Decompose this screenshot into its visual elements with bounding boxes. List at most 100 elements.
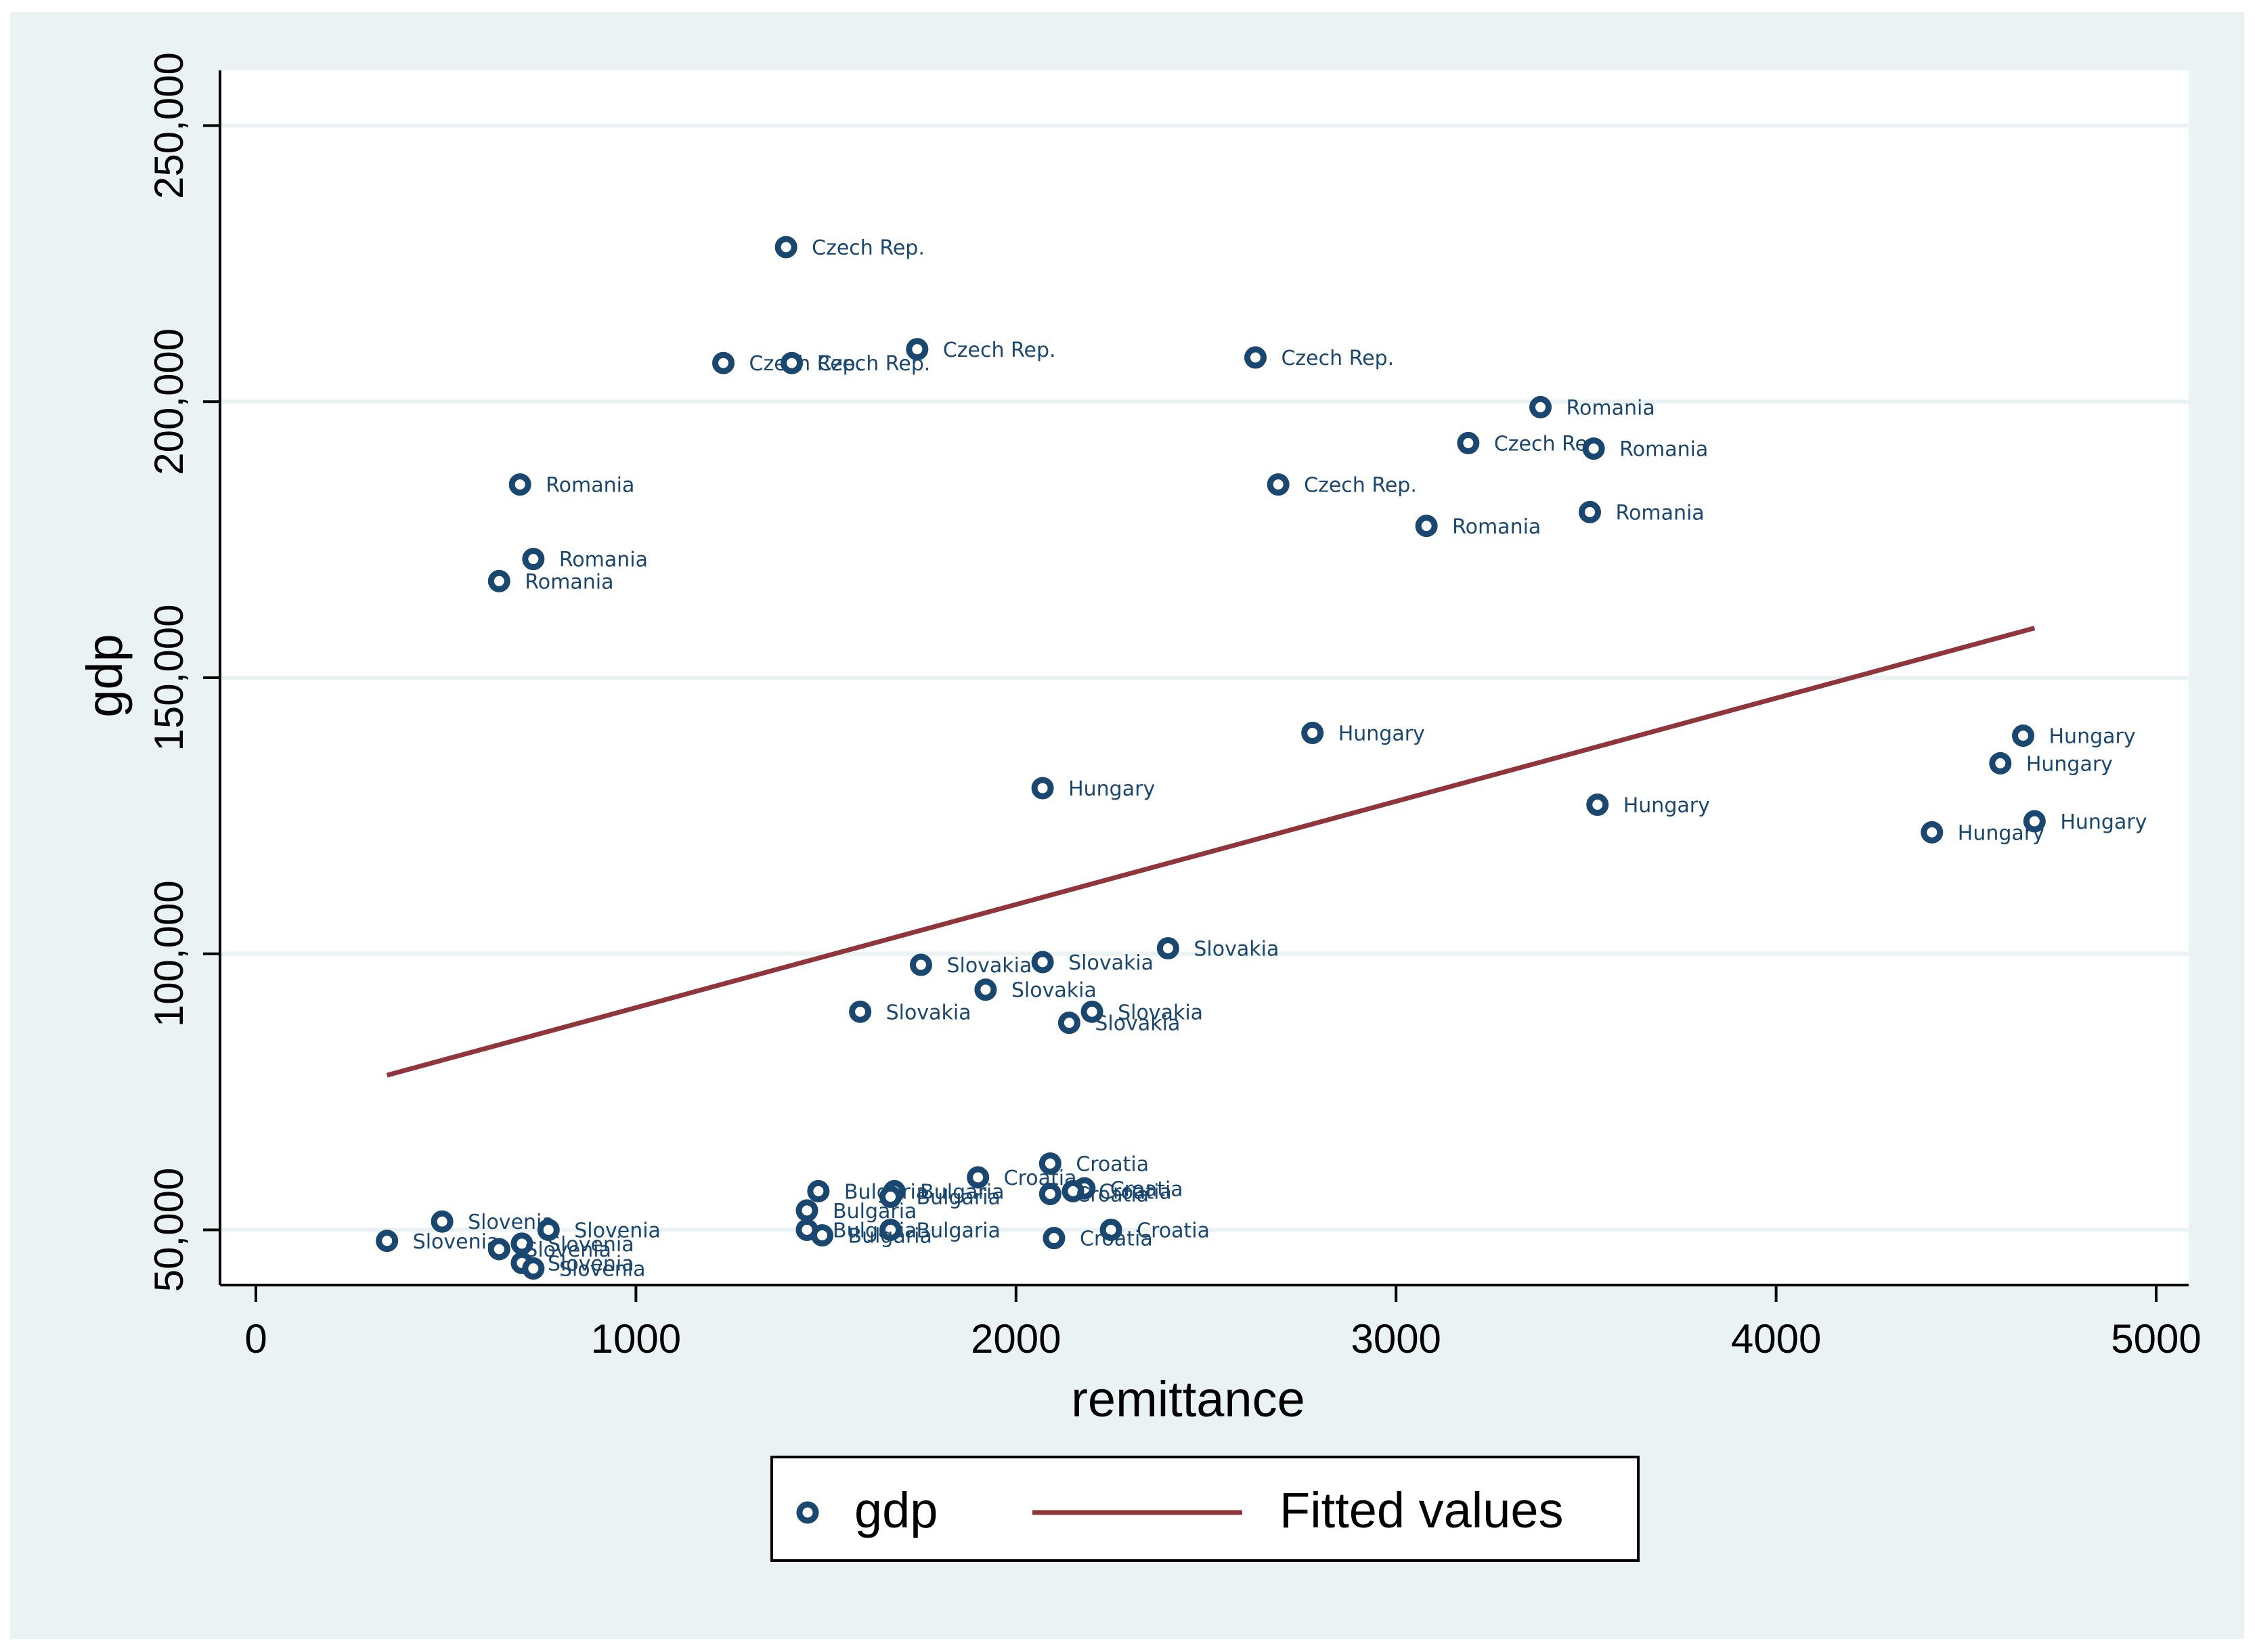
point-label: Bulgaria (833, 1219, 917, 1242)
gdp-point (487, 569, 510, 592)
legend: gdp Fitted values (770, 1456, 1640, 1562)
point-label: Romania (546, 474, 634, 498)
gdp-point (510, 1232, 533, 1255)
legend-gdp-marker (796, 1501, 819, 1524)
point-label: Slovakia (1011, 979, 1097, 1003)
point-label: Hungary (1338, 722, 1425, 746)
point-label: Slovenia (413, 1230, 500, 1254)
point-label: Bulgaria (920, 1180, 1004, 1204)
point-label: Slovakia (1095, 1012, 1180, 1036)
y-tick-label: 100,000 (146, 880, 192, 1027)
gdp-point (522, 548, 545, 571)
gdp-point (1529, 395, 1552, 418)
point-label: Czech Rep. (1304, 474, 1417, 498)
fitted-values-line (386, 626, 2036, 1078)
x-tick-label: 1000 (591, 1316, 681, 1362)
gdp-point (1582, 437, 1605, 460)
gdp-point (781, 351, 804, 374)
gdp-point (879, 1186, 902, 1209)
gdp-point (849, 1000, 872, 1023)
point-label: Slovakia (886, 1001, 971, 1024)
gdp-point (807, 1179, 830, 1202)
gdp-point (974, 978, 997, 1001)
y-tick-label: 250,000 (146, 52, 192, 199)
gdp-point (1156, 937, 1179, 960)
gdp-point (906, 338, 929, 361)
point-label: Hungary (1958, 821, 2044, 845)
legend-fitted-label: Fitted values (1279, 1482, 1564, 1538)
gdp-point (1038, 1182, 1061, 1205)
data-points-layer: Czech Rep. Czech Rep. Czech Rep. Czech Rep.… (376, 236, 2147, 1282)
point-label: Romania (525, 570, 613, 594)
gdp-point (487, 1238, 510, 1261)
point-label: Slovenia (548, 1233, 634, 1257)
gdp-point (712, 351, 735, 374)
gdp-point (967, 1166, 990, 1189)
x-tick-label: 5000 (2111, 1316, 2201, 1362)
gdp-point (1057, 1012, 1080, 1035)
point-label: Romania (559, 548, 648, 572)
point-label: Hungary (1623, 794, 1710, 818)
gdp-point (431, 1210, 454, 1233)
point-label: Czech Rep. (943, 339, 1056, 362)
point-label: Slovenia (548, 1252, 634, 1276)
gdp-point (1415, 515, 1438, 538)
gdp-point (1038, 1152, 1061, 1175)
gdp-point (376, 1230, 399, 1253)
point-label: Bulgaria (833, 1200, 917, 1223)
point-label: Croatia (1076, 1183, 1149, 1207)
point-label: Romania (1616, 501, 1705, 525)
gdp-point (1061, 1179, 1085, 1202)
gdp-point (1267, 473, 1290, 496)
x-axis-title: remittance (1071, 1371, 1305, 1427)
y-axis-title: gdp (76, 634, 133, 717)
point-label: Hungary (1068, 777, 1155, 801)
point-label: Croatia (1099, 1180, 1172, 1204)
axes: 50,000 100,000 150,000 200,000 250,000 0 1000 2… (146, 52, 2202, 1362)
x-tick-label: 3000 (1351, 1316, 1441, 1362)
gdp-point (1031, 951, 1054, 974)
gdp-point (1043, 1227, 1066, 1250)
point-label: Croatia (1076, 1153, 1149, 1177)
point-label: Czech Rep. (1281, 347, 1394, 370)
x-tick-label: 0 (244, 1316, 267, 1362)
point-label: Czech Rep. (812, 236, 925, 260)
x-tick-label: 4000 (1731, 1316, 1821, 1362)
point-label: Croatia (1080, 1227, 1153, 1251)
legend-gdp-label: gdp (854, 1482, 938, 1538)
point-label: Romania (1452, 515, 1541, 539)
point-label: Hungary (2060, 810, 2147, 834)
point-label: Croatia (1110, 1177, 1183, 1201)
gdp-point (879, 1218, 902, 1241)
gdp-point (1080, 1000, 1103, 1023)
gdp-point (1301, 722, 1324, 745)
gdp-point (522, 1257, 545, 1280)
gdp-point (1457, 431, 1480, 454)
point-label: Romania (1567, 396, 1655, 420)
y-tick-label: 150,000 (146, 605, 192, 752)
gdp-point (1244, 346, 1267, 369)
legend-box (770, 1456, 1640, 1562)
x-tick-label: 2000 (971, 1316, 1061, 1362)
point-label: Hungary (2049, 725, 2136, 749)
point-label: Czech Rep. (749, 352, 862, 376)
gdp-point (1579, 500, 1602, 523)
gdp-point (1921, 821, 1944, 844)
point-label: Slovakia (1118, 1001, 1203, 1024)
point-label: Slovakia (1068, 951, 1154, 975)
gdp-point (795, 1199, 818, 1222)
y-tick-label: 200,000 (146, 328, 192, 475)
gdp-point (508, 473, 531, 496)
gdp-point (2012, 724, 2035, 747)
gdp-point (2023, 810, 2046, 833)
y-tick-label: 50,000 (146, 1168, 192, 1292)
gdp-point (1099, 1218, 1122, 1241)
point-label: Hungary (2026, 752, 2113, 776)
point-label: Slovakia (946, 954, 1032, 978)
point-label: Bulgaria (848, 1225, 932, 1248)
point-label: Slovenia (525, 1238, 611, 1262)
gdp-point (909, 953, 932, 976)
point-label: Croatia (1137, 1219, 1210, 1242)
fitted-values-layer (386, 626, 2036, 1078)
